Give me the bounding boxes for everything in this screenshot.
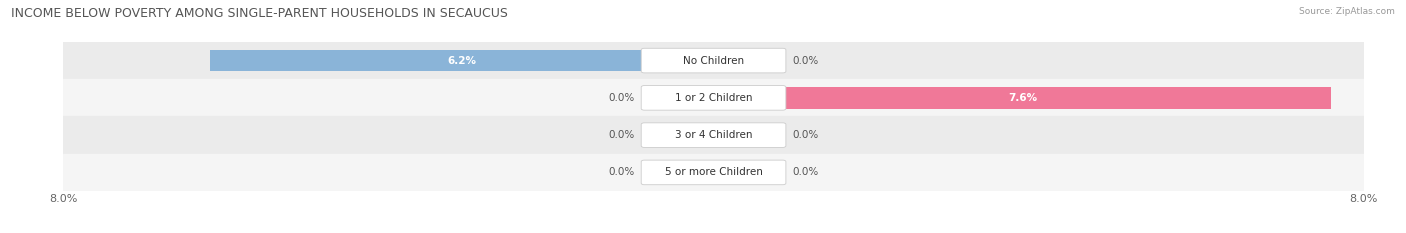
Bar xyxy=(713,50,723,71)
Text: 0.0%: 0.0% xyxy=(609,168,634,177)
Text: 0.0%: 0.0% xyxy=(609,93,634,103)
Bar xyxy=(63,154,1364,191)
Bar xyxy=(63,42,1364,79)
Text: 0.0%: 0.0% xyxy=(793,130,818,140)
Text: 0.0%: 0.0% xyxy=(609,130,634,140)
Text: 7.6%: 7.6% xyxy=(1008,93,1038,103)
Text: 6.2%: 6.2% xyxy=(447,56,477,65)
FancyBboxPatch shape xyxy=(641,48,786,73)
Bar xyxy=(209,50,713,71)
Bar xyxy=(704,124,713,146)
Text: 1 or 2 Children: 1 or 2 Children xyxy=(675,93,752,103)
Bar xyxy=(704,87,713,109)
FancyBboxPatch shape xyxy=(641,123,786,147)
Text: No Children: No Children xyxy=(683,56,744,65)
FancyBboxPatch shape xyxy=(641,86,786,110)
Text: 3 or 4 Children: 3 or 4 Children xyxy=(675,130,752,140)
Text: Source: ZipAtlas.com: Source: ZipAtlas.com xyxy=(1299,7,1395,16)
Text: 5 or more Children: 5 or more Children xyxy=(665,168,762,177)
Text: INCOME BELOW POVERTY AMONG SINGLE-PARENT HOUSEHOLDS IN SECAUCUS: INCOME BELOW POVERTY AMONG SINGLE-PARENT… xyxy=(11,7,508,20)
Bar xyxy=(704,162,713,183)
Text: 0.0%: 0.0% xyxy=(793,56,818,65)
FancyBboxPatch shape xyxy=(641,160,786,185)
Bar xyxy=(63,116,1364,154)
Bar xyxy=(63,79,1364,116)
Bar xyxy=(713,87,1331,109)
Bar xyxy=(713,162,723,183)
Text: 0.0%: 0.0% xyxy=(793,168,818,177)
Bar xyxy=(713,124,723,146)
